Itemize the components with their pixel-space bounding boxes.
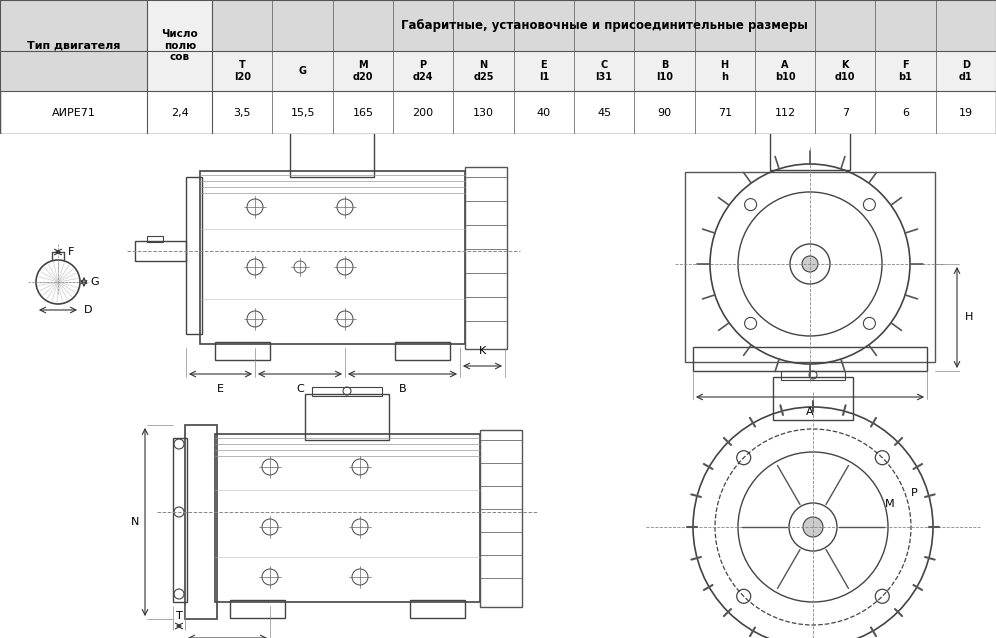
Text: H: H [965,313,973,322]
Bar [135,241,186,261]
Text: 71: 71 [717,108,732,117]
Text: D
d1: D d1 [959,60,973,82]
Text: АИРЕ71: АИРЕ71 [52,108,96,117]
Text: E: E [217,384,224,394]
Bar [395,342,450,360]
Bar [212,51,996,91]
Bar [212,0,996,51]
Bar [186,177,202,334]
Text: 130: 130 [473,108,494,117]
Bar [147,236,163,242]
Text: E
l1: E l1 [539,60,549,82]
Bar [305,394,389,440]
Bar [290,131,374,177]
Text: P
d24: P d24 [413,60,433,82]
Bar [693,347,927,371]
Text: P: P [911,488,917,498]
Bar [465,167,507,349]
Text: B: B [398,384,406,394]
Text: M
d20: M d20 [353,60,374,82]
Circle shape [802,256,818,272]
Text: F: F [68,247,75,257]
Text: M: M [885,500,894,510]
Bar [770,127,850,170]
Bar [685,172,935,362]
Bar [0,0,147,91]
Text: 90: 90 [657,108,671,117]
Bar [173,438,187,602]
Text: N
d25: N d25 [473,60,494,82]
Text: 19: 19 [959,108,973,117]
Bar [147,0,212,91]
Text: T: T [175,611,182,621]
Text: 15,5: 15,5 [291,108,315,117]
Text: K
d10: K d10 [835,60,856,82]
Text: B
l10: B l10 [656,60,673,82]
Text: 2,4: 2,4 [171,108,188,117]
Bar [230,600,285,618]
Text: 165: 165 [353,108,374,117]
Text: 112: 112 [775,108,796,117]
Text: 7: 7 [842,108,849,117]
Bar [200,171,465,344]
Text: A
b10: A b10 [775,60,795,82]
Bar [480,430,522,607]
Bar [773,377,853,420]
Text: 200: 200 [412,108,433,117]
Bar [312,387,382,396]
Circle shape [803,517,823,537]
Text: H
h: H h [720,60,729,82]
Text: 6: 6 [902,108,909,117]
Text: 45: 45 [597,108,612,117]
Text: C: C [296,384,304,394]
Bar [410,600,465,618]
Bar [781,371,845,380]
Text: 40: 40 [537,108,551,117]
Text: G: G [90,277,99,287]
Bar [185,425,217,619]
Bar [297,124,367,133]
Text: D: D [84,305,93,315]
Text: C
l31: C l31 [596,60,613,82]
Text: F
b1: F b1 [898,60,912,82]
Bar [778,121,842,130]
Text: G: G [299,66,307,76]
Text: Габаритные, установочные и присоединительные размеры: Габаритные, установочные и присоединител… [400,19,808,32]
Text: N: N [130,517,139,527]
Text: A: A [806,407,814,417]
Text: Число
полю
сов: Число полю сов [161,29,198,62]
Text: K: K [479,346,486,356]
Text: T
l20: T l20 [234,60,251,82]
Bar [215,434,480,602]
Bar [215,342,270,360]
Text: 3,5: 3,5 [233,108,251,117]
Text: Тип двигателя: Тип двигателя [27,41,121,50]
